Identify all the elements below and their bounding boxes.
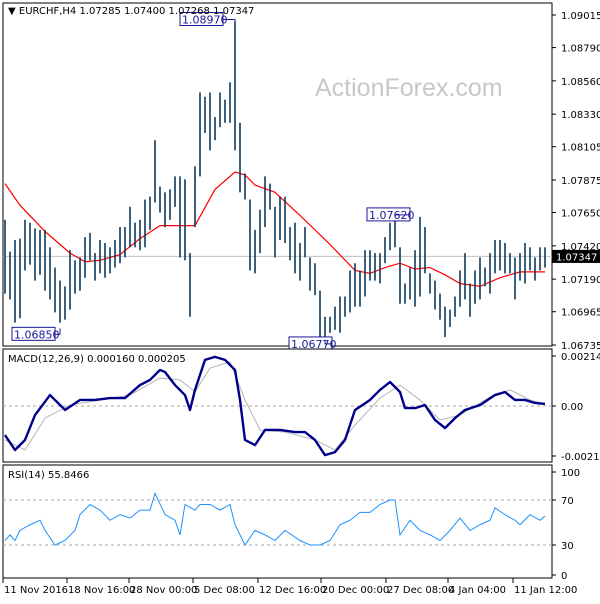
price-tick-label: 1.08105 xyxy=(561,143,600,154)
price-tick-label: 1.07420 xyxy=(561,242,600,253)
rsi-panel[interactable]: 100 70 30 0 RSI(14) 55.8466 xyxy=(2,464,580,582)
rsi-tick-label: 30 xyxy=(561,541,574,552)
annotation-box xyxy=(179,12,224,27)
time-tick-label: 11 Jan 12:00 xyxy=(514,585,577,596)
price-tick-label: 1.06965 xyxy=(561,308,600,319)
macd-line xyxy=(4,355,546,457)
annotation-connector xyxy=(55,328,61,335)
time-tick-label: 18 Nov 16:00 xyxy=(68,585,135,596)
current-price-label: 1.07347 xyxy=(552,249,600,263)
annotation-label: 1.08970 xyxy=(182,14,228,27)
macd-tick-label: 0.00 xyxy=(561,402,583,413)
annotation-connector xyxy=(324,339,332,345)
time-tick-label: 27 Dec 08:00 xyxy=(387,585,454,596)
annotation-connector xyxy=(394,214,410,217)
rsi-title: RSI(14) 55.8466 xyxy=(8,470,89,481)
price-tick-label: 1.06735 xyxy=(561,341,600,352)
rsi-tick-label: 0 xyxy=(561,571,567,582)
rsi-tick-label: 100 xyxy=(561,468,580,479)
price-tick-label: 1.07190 xyxy=(561,275,600,286)
price-tick-label: 1.08330 xyxy=(561,110,600,121)
time-tick-label: 4 Jan 04:00 xyxy=(449,585,506,596)
time-tick-label: 11 Nov 2016 xyxy=(4,585,68,596)
price-bars xyxy=(4,21,546,340)
watermark: ActionForex.com xyxy=(315,74,503,102)
chart-header: ▼ EURCHF,H4 1.07285 1.07400 1.07268 1.07… xyxy=(8,6,254,17)
svg-text:1.07347: 1.07347 xyxy=(556,252,597,263)
price-axis: 1.09015 1.08790 1.08560 1.08330 1.08105 1.078… xyxy=(552,11,600,352)
macd-panel[interactable]: 0.002148 0.00 -0.002178 MACD(12,26,9) 0.00… xyxy=(2,348,600,463)
time-tick-label: 28 Nov 00:00 xyxy=(130,585,197,596)
macd-tick-label: 0.002148 xyxy=(561,352,600,363)
price-tick-label: 1.08790 xyxy=(561,44,600,55)
time-tick-label: 20 Dec 00:00 xyxy=(322,585,389,596)
annotation-connector xyxy=(223,19,236,22)
price-tick-label: 1.09015 xyxy=(561,11,600,22)
rsi-tick-label: 70 xyxy=(561,496,574,507)
rsi-line xyxy=(4,491,546,546)
macd-title: MACD(12,26,9) 0.000160 0.000205 xyxy=(8,354,186,365)
price-annotation: 1.06850 xyxy=(11,326,61,341)
price-annotation: 1.07620 xyxy=(366,207,415,222)
annotation-label: 1.07620 xyxy=(369,209,415,222)
price-panel[interactable]: ActionForex.com 1.090151.087901.085601.0… xyxy=(2,2,600,352)
time-tick-label: 5 Dec 08:00 xyxy=(194,585,255,596)
price-tick-label: 1.07650 xyxy=(561,209,600,220)
macd-tick-label: -0.002178 xyxy=(561,452,600,463)
price-tick-label: 1.08560 xyxy=(561,77,600,88)
time-tick-label: 12 Dec 16:00 xyxy=(259,585,326,596)
price-annotation: 1.08970 xyxy=(179,12,236,27)
price-tick-label: 1.07875 xyxy=(561,176,600,187)
annotation-label: 1.06850 xyxy=(14,328,60,341)
